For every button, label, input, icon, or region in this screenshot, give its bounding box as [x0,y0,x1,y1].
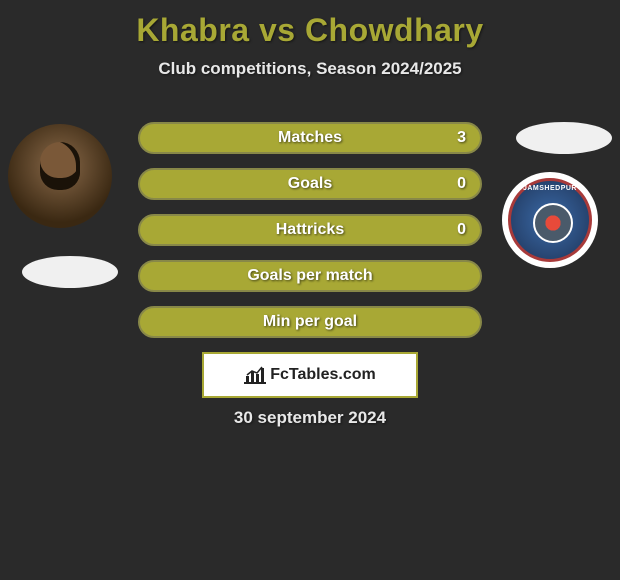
stat-bar-goals: Goals 0 [138,168,482,200]
stat-label: Goals [288,175,332,193]
stat-label: Matches [278,129,342,147]
club-logo-inner [508,178,592,262]
club-right-logo [502,172,598,268]
date-text: 30 september 2024 [0,408,620,428]
stat-value: 3 [457,129,466,147]
subtitle: Club competitions, Season 2024/2025 [0,59,620,79]
stat-bar-goals-per-match: Goals per match [138,260,482,292]
stat-value: 0 [457,221,466,239]
player-left-badge [22,256,118,288]
site-attribution: FcTables.com [202,352,418,398]
stats-bars: Matches 3 Goals 0 Hattricks 0 Goals per … [138,122,482,352]
player-left-avatar [8,124,112,228]
stat-label: Min per goal [263,313,357,331]
stat-bar-hattricks: Hattricks 0 [138,214,482,246]
stat-bar-matches: Matches 3 [138,122,482,154]
stat-value: 0 [457,175,466,193]
site-text: FcTables.com [270,366,376,384]
page-title: Khabra vs Chowdhary [0,0,620,49]
stat-label: Hattricks [276,221,344,239]
player-right-badge [516,122,612,154]
stat-label: Goals per match [247,267,372,285]
stat-bar-min-per-goal: Min per goal [138,306,482,338]
chart-icon [244,366,266,384]
